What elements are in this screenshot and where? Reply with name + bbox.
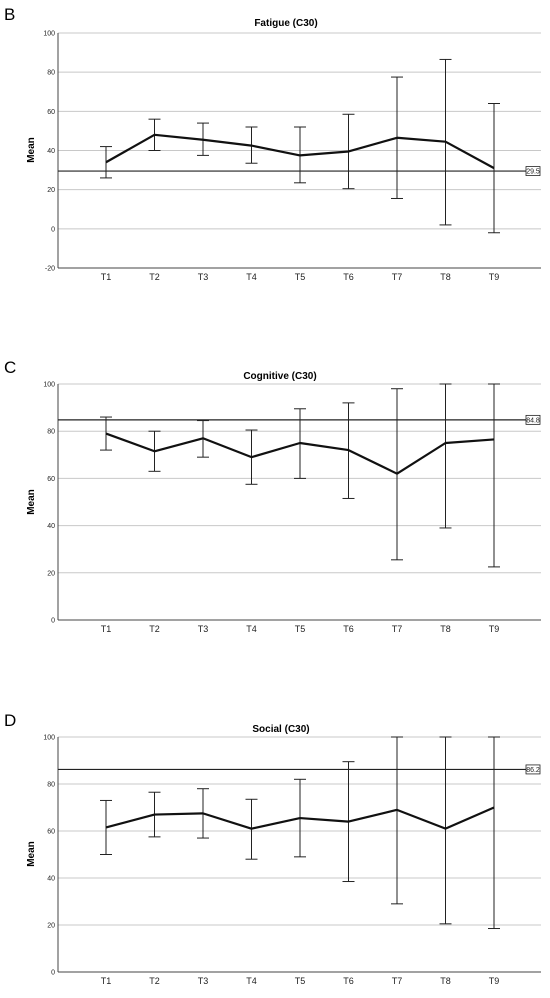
y-tick-label: 100 xyxy=(43,735,55,742)
plot-area: 0 20 40 60 80 100 T1 T2 T3 T4 T5 T6 T7 T8 T9 86.2 xyxy=(43,735,541,986)
x-tick-label: T8 xyxy=(440,624,451,634)
x-tick-label: T6 xyxy=(343,272,354,282)
x-tick-label: T2 xyxy=(149,624,160,634)
panel-letter: C xyxy=(4,358,16,377)
x-tick-label: T3 xyxy=(198,976,209,986)
mean-line xyxy=(105,133,495,170)
panel-cognitive: C Cognitive (C30) Mean 0 20 40 60 80 100 T1 T2 T… xyxy=(4,358,541,634)
x-tick-label: T4 xyxy=(246,272,257,282)
mean-line xyxy=(105,432,495,475)
x-tick-label: T8 xyxy=(440,272,451,282)
y-axis-label: Mean xyxy=(26,489,37,515)
x-tick-label: T9 xyxy=(489,272,500,282)
y-tick-label: 40 xyxy=(47,876,55,883)
y-tick-label: 20 xyxy=(47,187,55,194)
y-tick-label: 40 xyxy=(47,523,55,530)
chart-title: Social (C30) xyxy=(252,724,309,735)
x-tick-label: T4 xyxy=(246,624,257,634)
reference-label: 84.8 xyxy=(526,417,540,424)
y-tick-label: 100 xyxy=(43,31,55,38)
x-tick-label: T4 xyxy=(246,976,257,986)
x-tick-label: T1 xyxy=(101,624,112,634)
x-tick-label: T3 xyxy=(198,272,209,282)
y-tick-label: 60 xyxy=(47,829,55,836)
y-tick-label: 40 xyxy=(47,148,55,155)
x-tick-label: T5 xyxy=(295,976,306,986)
y-tick-label: 60 xyxy=(47,476,55,483)
x-tick-label: T5 xyxy=(295,624,306,634)
x-tick-label: T7 xyxy=(392,624,403,634)
y-axis-label: Mean xyxy=(26,841,37,867)
y-tick-label: 0 xyxy=(51,970,55,977)
reference-label-box xyxy=(525,764,541,775)
reference-label: 29.5 xyxy=(526,169,540,176)
y-tick-label: 80 xyxy=(47,782,55,789)
panel-letter: B xyxy=(4,5,15,24)
x-tick-label: T6 xyxy=(343,976,354,986)
x-tick-label: T2 xyxy=(149,976,160,986)
y-tick-label: 60 xyxy=(47,109,55,116)
x-tick-label: T5 xyxy=(295,272,306,282)
plot-area: 0 20 40 60 80 100 T1 T2 T3 T4 T5 T6 T7 T8 T9 84.8 xyxy=(43,382,541,634)
y-tick-label: 0 xyxy=(51,226,55,233)
y-axis-label: Mean xyxy=(26,137,37,163)
mean-line xyxy=(105,806,495,830)
x-tick-label: T1 xyxy=(101,272,112,282)
panel-letter: D xyxy=(4,711,16,730)
plot-area: -20 0 20 40 60 80 100 T1 T2 T3 T4 T5 T6 T7 T8 T9 29.5 xyxy=(43,31,541,282)
chart-title: Fatigue (C30) xyxy=(254,18,317,29)
x-tick-label: T9 xyxy=(489,624,500,634)
x-tick-label: T7 xyxy=(392,272,403,282)
y-tick-label: 20 xyxy=(47,923,55,930)
y-tick-label: 80 xyxy=(47,70,55,77)
reference-label: 86.2 xyxy=(526,767,540,774)
x-tick-label: T1 xyxy=(101,976,112,986)
x-tick-label: T3 xyxy=(198,624,209,634)
chart-title: Cognitive (C30) xyxy=(243,371,316,382)
x-tick-label: T7 xyxy=(392,976,403,986)
x-tick-label: T9 xyxy=(489,976,500,986)
x-tick-label: T2 xyxy=(149,272,160,282)
panel-fatigue: B Fatigue (C30) Mean -20 0 20 40 60 80 100 T1 T2… xyxy=(4,5,541,282)
x-tick-label: T6 xyxy=(343,624,354,634)
y-tick-label: -20 xyxy=(45,266,55,273)
panel-social: D Social (C30) Mean 0 20 40 60 80 100 T1 T2 T3 T4… xyxy=(4,711,541,986)
reference-label-box xyxy=(525,414,541,425)
y-tick-label: 0 xyxy=(51,618,55,625)
y-tick-label: 20 xyxy=(47,570,55,577)
y-tick-label: 100 xyxy=(43,382,55,389)
y-tick-label: 80 xyxy=(47,429,55,436)
reference-label-box xyxy=(525,166,541,176)
x-tick-label: T8 xyxy=(440,976,451,986)
